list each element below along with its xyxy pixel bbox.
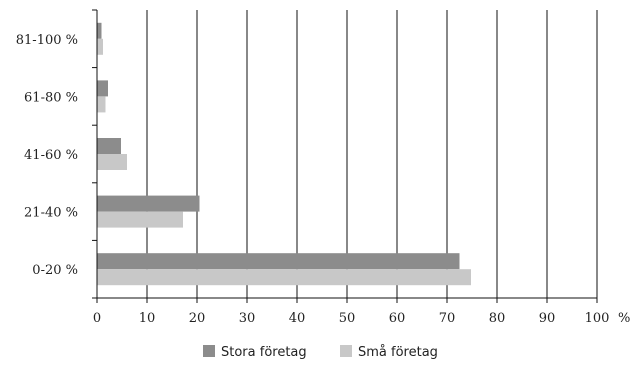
x-tick-label: 10 bbox=[139, 311, 156, 326]
legend-swatch bbox=[340, 345, 352, 357]
bar-stora bbox=[97, 80, 108, 97]
category-label: 81-100 % bbox=[16, 33, 78, 48]
bar-stora bbox=[97, 138, 121, 154]
axes bbox=[92, 9, 598, 303]
x-axis-unit-label: % bbox=[618, 311, 630, 326]
x-tick-label: 40 bbox=[289, 311, 306, 326]
x-tick-labels: 0 10 20 30 40 50 60 70 80 90 100 bbox=[93, 311, 610, 326]
x-tick-label: 50 bbox=[339, 311, 356, 326]
legend-label: Små företag bbox=[358, 345, 438, 360]
bars bbox=[97, 22, 471, 286]
legend: Stora företag Små företag bbox=[203, 345, 438, 360]
category-label: 21-40 % bbox=[24, 206, 78, 221]
x-tick-label: 70 bbox=[439, 311, 456, 326]
category-label: 0-20 % bbox=[32, 263, 78, 278]
bar-sma bbox=[97, 154, 127, 170]
bar-stora bbox=[97, 253, 460, 270]
category-label: 41-60 % bbox=[24, 148, 78, 163]
bar-sma bbox=[97, 269, 471, 286]
legend-label: Stora företag bbox=[221, 345, 307, 360]
bar-sma bbox=[97, 211, 183, 228]
x-tick-label: 30 bbox=[239, 311, 256, 326]
bar-stora bbox=[97, 195, 200, 212]
bar-sma bbox=[97, 38, 103, 55]
x-tick-label: 60 bbox=[389, 311, 406, 326]
x-tick-label: 80 bbox=[489, 311, 506, 326]
x-tick-label: 90 bbox=[539, 311, 556, 326]
x-tick-label: 100 bbox=[585, 311, 610, 326]
category-labels: 0-20 % 21-40 % 41-60 % 61-80 % 81-100 % bbox=[16, 33, 78, 278]
legend-swatch bbox=[203, 345, 215, 357]
bar-sma bbox=[97, 96, 106, 113]
category-label: 61-80 % bbox=[24, 90, 78, 105]
grid-lines bbox=[146, 10, 598, 298]
bar-stora bbox=[97, 22, 102, 39]
x-tick-label: 20 bbox=[189, 311, 206, 326]
x-tick-label: 0 bbox=[93, 311, 101, 326]
